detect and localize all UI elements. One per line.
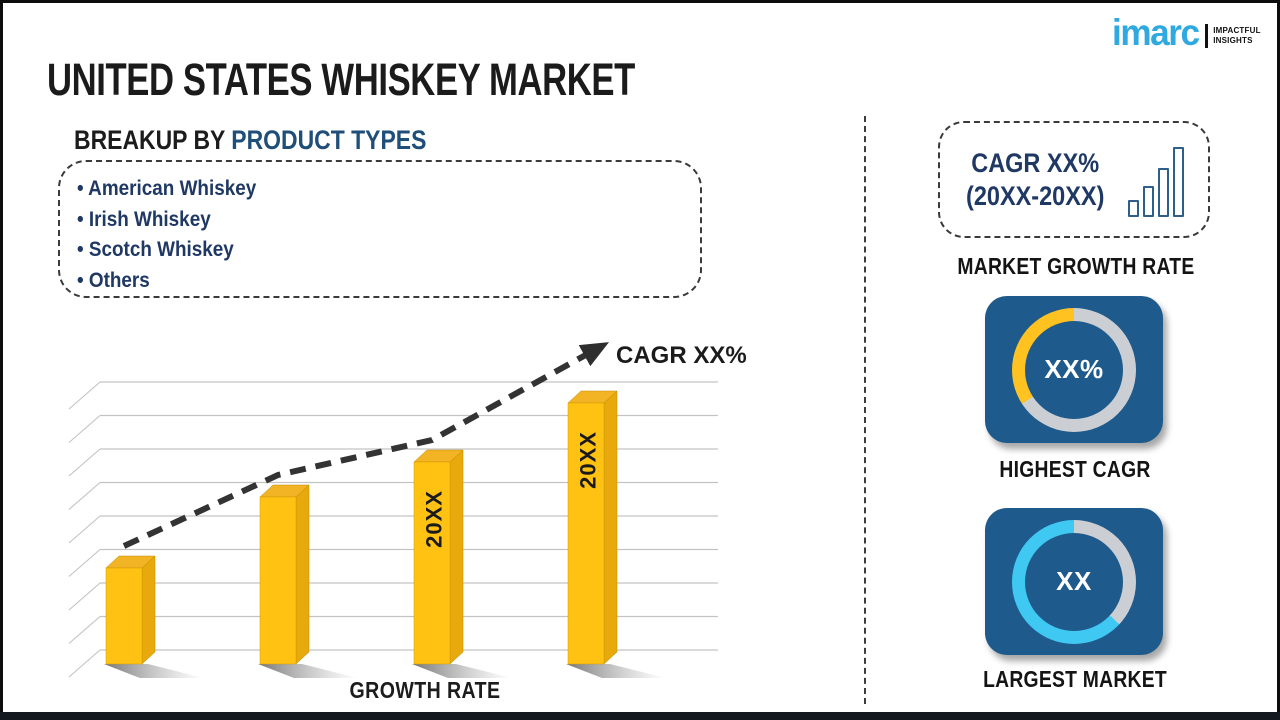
page-title: UNITED STATES WHISKEY MARKET — [47, 54, 635, 105]
breakup-heading: BREAKUP BY PRODUCT TYPES — [74, 127, 426, 154]
list-item: Irish Whiskey — [77, 205, 638, 236]
breakup-heading-prefix: BREAKUP BY — [74, 125, 232, 155]
list-item: Others — [77, 266, 638, 297]
x-axis-label: GROWTH RATE — [349, 677, 501, 703]
chart-bars: 20XX 20XX — [104, 390, 666, 678]
largest-market-label: LARGEST MARKET — [983, 666, 1167, 692]
cagr-box-line1: CAGR XX% — [971, 148, 1100, 179]
bar-icon-3 — [1158, 167, 1169, 217]
bottom-accent-bar — [0, 712, 1280, 720]
donut-chart-largest-market: XX — [1012, 519, 1136, 644]
donut-hole: XX% — [1025, 320, 1123, 419]
highest-cagr-card: XX% — [985, 296, 1163, 443]
product-types-list: American Whiskey Irish Whiskey Scotch Wh… — [60, 162, 700, 296]
cagr-box-text: CAGR XX% (20XX-20XX) — [966, 147, 1104, 212]
cagr-box: CAGR XX% (20XX-20XX) — [938, 121, 1210, 238]
market-growth-rate-label: MARKET GROWTH RATE — [957, 253, 1195, 279]
bar-icon-4 — [1173, 146, 1184, 217]
logo-tagline: IMPACTFUL INSIGHTS — [1213, 26, 1260, 45]
cagr-box-line2: (20XX-20XX) — [966, 180, 1105, 211]
imarc-logo: imarc IMPACTFUL INSIGHTS — [1112, 14, 1261, 51]
bar-label: 20XX — [576, 431, 601, 489]
logo-tagline-line2: INSIGHTS — [1213, 35, 1253, 45]
largest-market-value: XX — [1056, 566, 1092, 596]
product-types-box: American Whiskey Irish Whiskey Scotch Wh… — [58, 160, 702, 298]
trend-arrow — [122, 342, 610, 549]
bar-label: 20XX — [422, 490, 447, 548]
list-item: Scotch Whiskey — [77, 235, 638, 266]
donut-hole: XX — [1025, 532, 1123, 631]
donut-chart-highest-cagr: XX% — [1012, 307, 1136, 432]
panel-separator — [864, 116, 866, 704]
breakup-heading-highlight: PRODUCT TYPES — [231, 125, 427, 155]
trend-label: CAGR XX% — [616, 342, 747, 369]
chart-gridlines — [68, 381, 718, 678]
bar-icon-1 — [1128, 199, 1139, 217]
list-item: American Whiskey — [77, 174, 638, 205]
logo-divider — [1205, 23, 1209, 48]
largest-market-card: XX — [985, 508, 1163, 655]
logo-tagline-line1: IMPACTFUL — [1213, 25, 1261, 35]
highest-cagr-label: HIGHEST CAGR — [999, 456, 1151, 482]
imarc-logo-wordmark: imarc — [1112, 12, 1200, 53]
highest-cagr-value: XX% — [1044, 354, 1104, 384]
growing-bars-icon — [1128, 146, 1184, 217]
bar-icon-2 — [1143, 185, 1154, 217]
